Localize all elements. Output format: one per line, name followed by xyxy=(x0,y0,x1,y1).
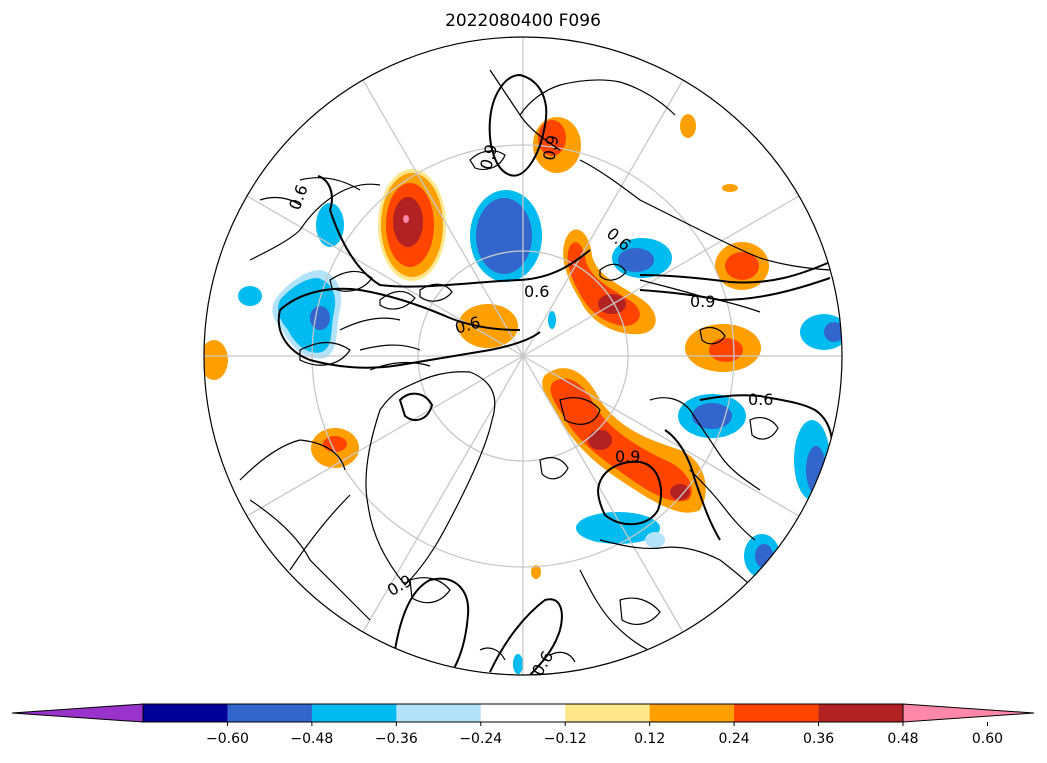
colorbar-segment xyxy=(480,704,566,722)
colorbar-tick-label: −0.24 xyxy=(459,731,502,747)
colorbar-segment xyxy=(649,704,735,722)
colorbar-tick-label: 0.48 xyxy=(887,731,918,747)
colorbar-tick-label: −0.60 xyxy=(206,731,249,747)
colorbar-extend-right xyxy=(902,703,1035,723)
negative-anomaly-small-central xyxy=(548,311,556,329)
negative-anomaly-arctic-center xyxy=(470,190,542,282)
coastlines xyxy=(239,69,831,663)
colorbar-segment xyxy=(311,704,397,722)
contour-label: 0.9 xyxy=(690,292,715,311)
positive-anomaly-greenland-west xyxy=(378,169,446,281)
colorbar-tick-label: 0.60 xyxy=(972,731,1003,747)
contour-labels: 0.9 0.6 0.6 0.9 0.6 0.9 0.6 0.9 0.6 0.9 … xyxy=(285,134,773,675)
graticule xyxy=(204,37,842,675)
positive-anomaly-small-dot xyxy=(722,184,738,192)
contour-label: 0.9 xyxy=(539,134,562,162)
colorbar-extend-left xyxy=(11,703,144,723)
positive-anomaly-canada xyxy=(311,428,359,468)
positive-anomaly-siberia-north xyxy=(533,117,581,173)
negative-anomaly-east xyxy=(678,394,746,438)
colorbar-segment xyxy=(565,704,651,722)
colorbar-tick-label: −0.48 xyxy=(290,731,333,747)
positive-anomaly-central xyxy=(458,304,518,348)
polar-map: 0.9 0.6 0.6 0.9 0.6 0.9 0.6 0.9 0.6 0.9 … xyxy=(204,37,842,675)
positive-anomaly-pacific-edge xyxy=(204,340,228,380)
colorbar-segment xyxy=(227,704,313,722)
contour-label: 0.6 xyxy=(748,390,773,409)
colorbar-tick-label: −0.36 xyxy=(375,731,418,747)
contours xyxy=(277,73,833,675)
contour-label: 0.9 xyxy=(615,447,640,466)
negative-anomaly-chukchi xyxy=(612,238,672,278)
colorbar-segment xyxy=(818,704,904,722)
colorbar-segment xyxy=(734,704,820,722)
colorbar-tick-label: −0.12 xyxy=(544,731,587,747)
positive-anomaly-far-east xyxy=(680,114,696,138)
colorbar-tick-label: 0.12 xyxy=(634,731,665,747)
colorbar-tick-label: 0.36 xyxy=(803,731,834,747)
colorbar-outline xyxy=(142,703,904,723)
map-title: 2022080400 F096 xyxy=(445,11,601,31)
positive-anomaly-atlantic-dot xyxy=(531,565,541,579)
negative-anomaly-bottom xyxy=(513,654,523,674)
colorbar-segment xyxy=(396,704,482,722)
colorbar: −0.60 −0.48 −0.36 −0.24 −0.12 0.12 0.24 0.36 0.4… xyxy=(11,703,1035,747)
colorbar-segment xyxy=(143,704,228,722)
negative-anomaly-north-atlantic xyxy=(576,512,665,548)
positive-anomaly-pacific xyxy=(685,242,769,372)
contour-label: 0.6 xyxy=(524,282,549,301)
negative-anomaly-right-edge xyxy=(744,314,842,578)
colorbar-tick-label: 0.24 xyxy=(719,731,750,747)
positive-anomaly-europe xyxy=(542,368,706,513)
map-boundary xyxy=(203,36,843,676)
